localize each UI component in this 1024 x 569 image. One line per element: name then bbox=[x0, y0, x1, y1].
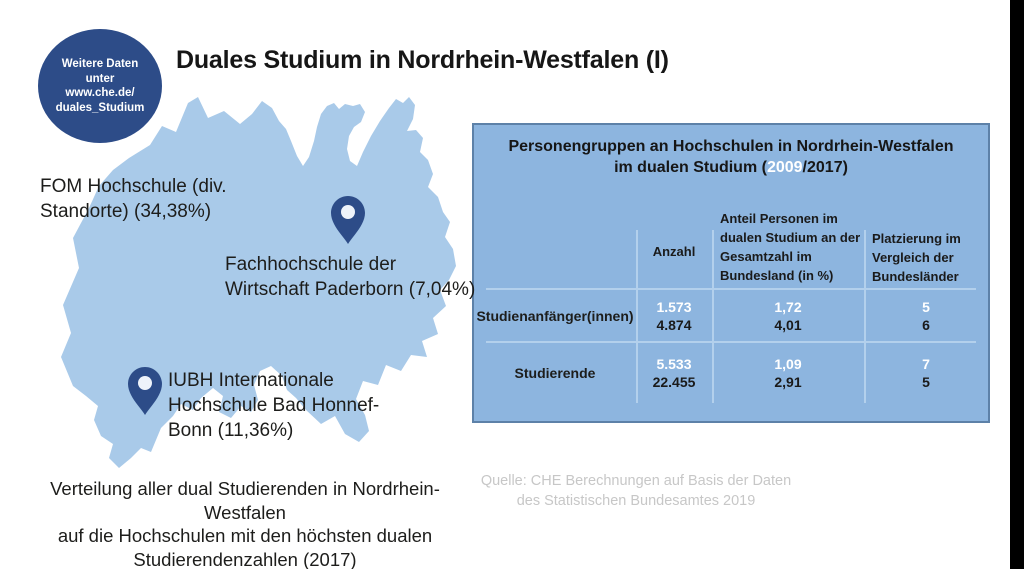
column-header-platzierung: Platzierung im Vergleich der Bundeslände… bbox=[872, 229, 986, 286]
header-line: Bundesland (in %) bbox=[720, 268, 834, 283]
table-gridline bbox=[636, 230, 638, 403]
year-2009-label: 2009 bbox=[766, 159, 803, 176]
row-label: Studienanfänger(innen) bbox=[476, 307, 634, 324]
table-panel: Personengruppen an Hochschulen in Nordrh… bbox=[472, 123, 990, 423]
caption-line: auf die Hochschulen mit den höchsten dua… bbox=[57, 525, 433, 546]
column-header-anzahl: Anzahl bbox=[652, 244, 696, 259]
cell-anzahl: 1.573 4.874 bbox=[636, 290, 712, 341]
value-2017: 22.455 bbox=[652, 374, 696, 390]
value-2017: 5 bbox=[922, 374, 930, 390]
map-label-line: Wirtschaft Paderborn (7,04%) bbox=[225, 279, 476, 300]
map-label-line: Fachhochschule der bbox=[225, 254, 397, 275]
value-2017: 6 bbox=[922, 316, 930, 333]
header-line: Platzierung im bbox=[872, 231, 961, 246]
value-2017: 4,01 bbox=[774, 316, 802, 333]
value-2009: 7 bbox=[922, 356, 930, 372]
caption-line: Studierendenzahlen (2017) bbox=[133, 548, 357, 569]
year-2017-label: 2017 bbox=[807, 159, 843, 176]
table-title: Personengruppen an Hochschulen in Nordrh… bbox=[474, 136, 988, 178]
map-label-line: Bonn (11,36%) bbox=[168, 420, 294, 441]
map-label-line: IUBH Internationale bbox=[168, 370, 334, 391]
header-line: Vergleich der bbox=[872, 250, 954, 265]
column-header-anteil: Anteil Personen im dualen Studium an der… bbox=[720, 209, 862, 285]
table-gridline bbox=[712, 230, 714, 403]
header-line: dualen Studium an der bbox=[720, 230, 861, 245]
table-row: Studienanfänger(innen) 1.573 4.874 1,72 … bbox=[474, 290, 988, 341]
map-label-line: FOM Hochschule (div. bbox=[40, 176, 227, 197]
table-gridline bbox=[486, 288, 976, 290]
header-line: Anteil Personen im bbox=[720, 211, 838, 226]
map-label-iubh: IUBH Internationale Hochschule Bad Honne… bbox=[168, 368, 379, 443]
right-edge-bar bbox=[1010, 0, 1024, 569]
cell-platzierung: 7 5 bbox=[864, 343, 988, 403]
map-label-fhdw-paderborn: Fachhochschule der Wirtschaft Paderborn … bbox=[225, 252, 475, 302]
table-title-line2: im dualen Studium (2009/2017) bbox=[474, 157, 988, 178]
caption-line: Verteilung aller dual Studierenden in No… bbox=[50, 478, 440, 523]
source-note: Quelle: CHE Berechnungen auf Basis der D… bbox=[470, 471, 802, 511]
map-label-fom: FOM Hochschule (div. Standorte) (34,38%) bbox=[40, 174, 227, 224]
location-pin-icon bbox=[331, 196, 365, 244]
cell-anteil: 1,72 4,01 bbox=[712, 290, 864, 341]
header-line: Bundesländer bbox=[872, 269, 959, 284]
value-2009: 1.573 bbox=[656, 298, 692, 315]
year-separator: / bbox=[802, 159, 807, 176]
source-line: des Statistischen Bundesamtes 2019 bbox=[516, 493, 756, 509]
value-2009: 5 bbox=[922, 298, 930, 315]
value-2009: 1,09 bbox=[774, 356, 802, 372]
table-title-suffix: ) bbox=[842, 159, 848, 176]
table-row: Studierende 5.533 22.455 1,09 2,91 7 5 bbox=[474, 343, 988, 403]
row-label: Studierende bbox=[514, 365, 596, 381]
cell-anteil: 1,09 2,91 bbox=[712, 343, 864, 403]
table-gridline bbox=[864, 230, 866, 403]
badge-url-line: www.che.de/ bbox=[65, 87, 135, 99]
nrw-map-shape bbox=[61, 97, 456, 468]
badge-url-line: duales_Studium bbox=[55, 101, 145, 114]
source-line: Quelle: CHE Berechnungen auf Basis der D… bbox=[480, 473, 792, 489]
value-2009: 5.533 bbox=[656, 356, 692, 372]
value-2017: 4.874 bbox=[656, 316, 692, 333]
header-line: Gesamtzahl im bbox=[720, 249, 812, 264]
cell-platzierung: 5 6 bbox=[864, 290, 988, 341]
table-title-prefix: im dualen Studium ( bbox=[614, 159, 767, 176]
table-gridline bbox=[486, 341, 976, 343]
badge-line: unter bbox=[85, 72, 115, 85]
table-title-line1: Personengruppen an Hochschulen in Nordrh… bbox=[508, 138, 954, 155]
info-badge: Weitere Daten unter www.che.de/ duales_S… bbox=[38, 29, 162, 143]
page-title: Duales Studium in Nordrhein-Westfalen (I… bbox=[176, 45, 669, 74]
cell-anzahl: 5.533 22.455 bbox=[636, 343, 712, 403]
value-2009: 1,72 bbox=[774, 298, 802, 315]
location-pin-icon bbox=[128, 367, 162, 415]
map-label-line: Standorte) (34,38%) bbox=[40, 201, 212, 222]
nrw-map-outline bbox=[61, 97, 456, 468]
value-2017: 2,91 bbox=[774, 374, 802, 390]
map-label-line: Hochschule Bad Honnef- bbox=[168, 395, 380, 416]
badge-line: Weitere Daten bbox=[61, 58, 139, 70]
map-caption: Verteilung aller dual Studierenden in No… bbox=[14, 477, 476, 569]
